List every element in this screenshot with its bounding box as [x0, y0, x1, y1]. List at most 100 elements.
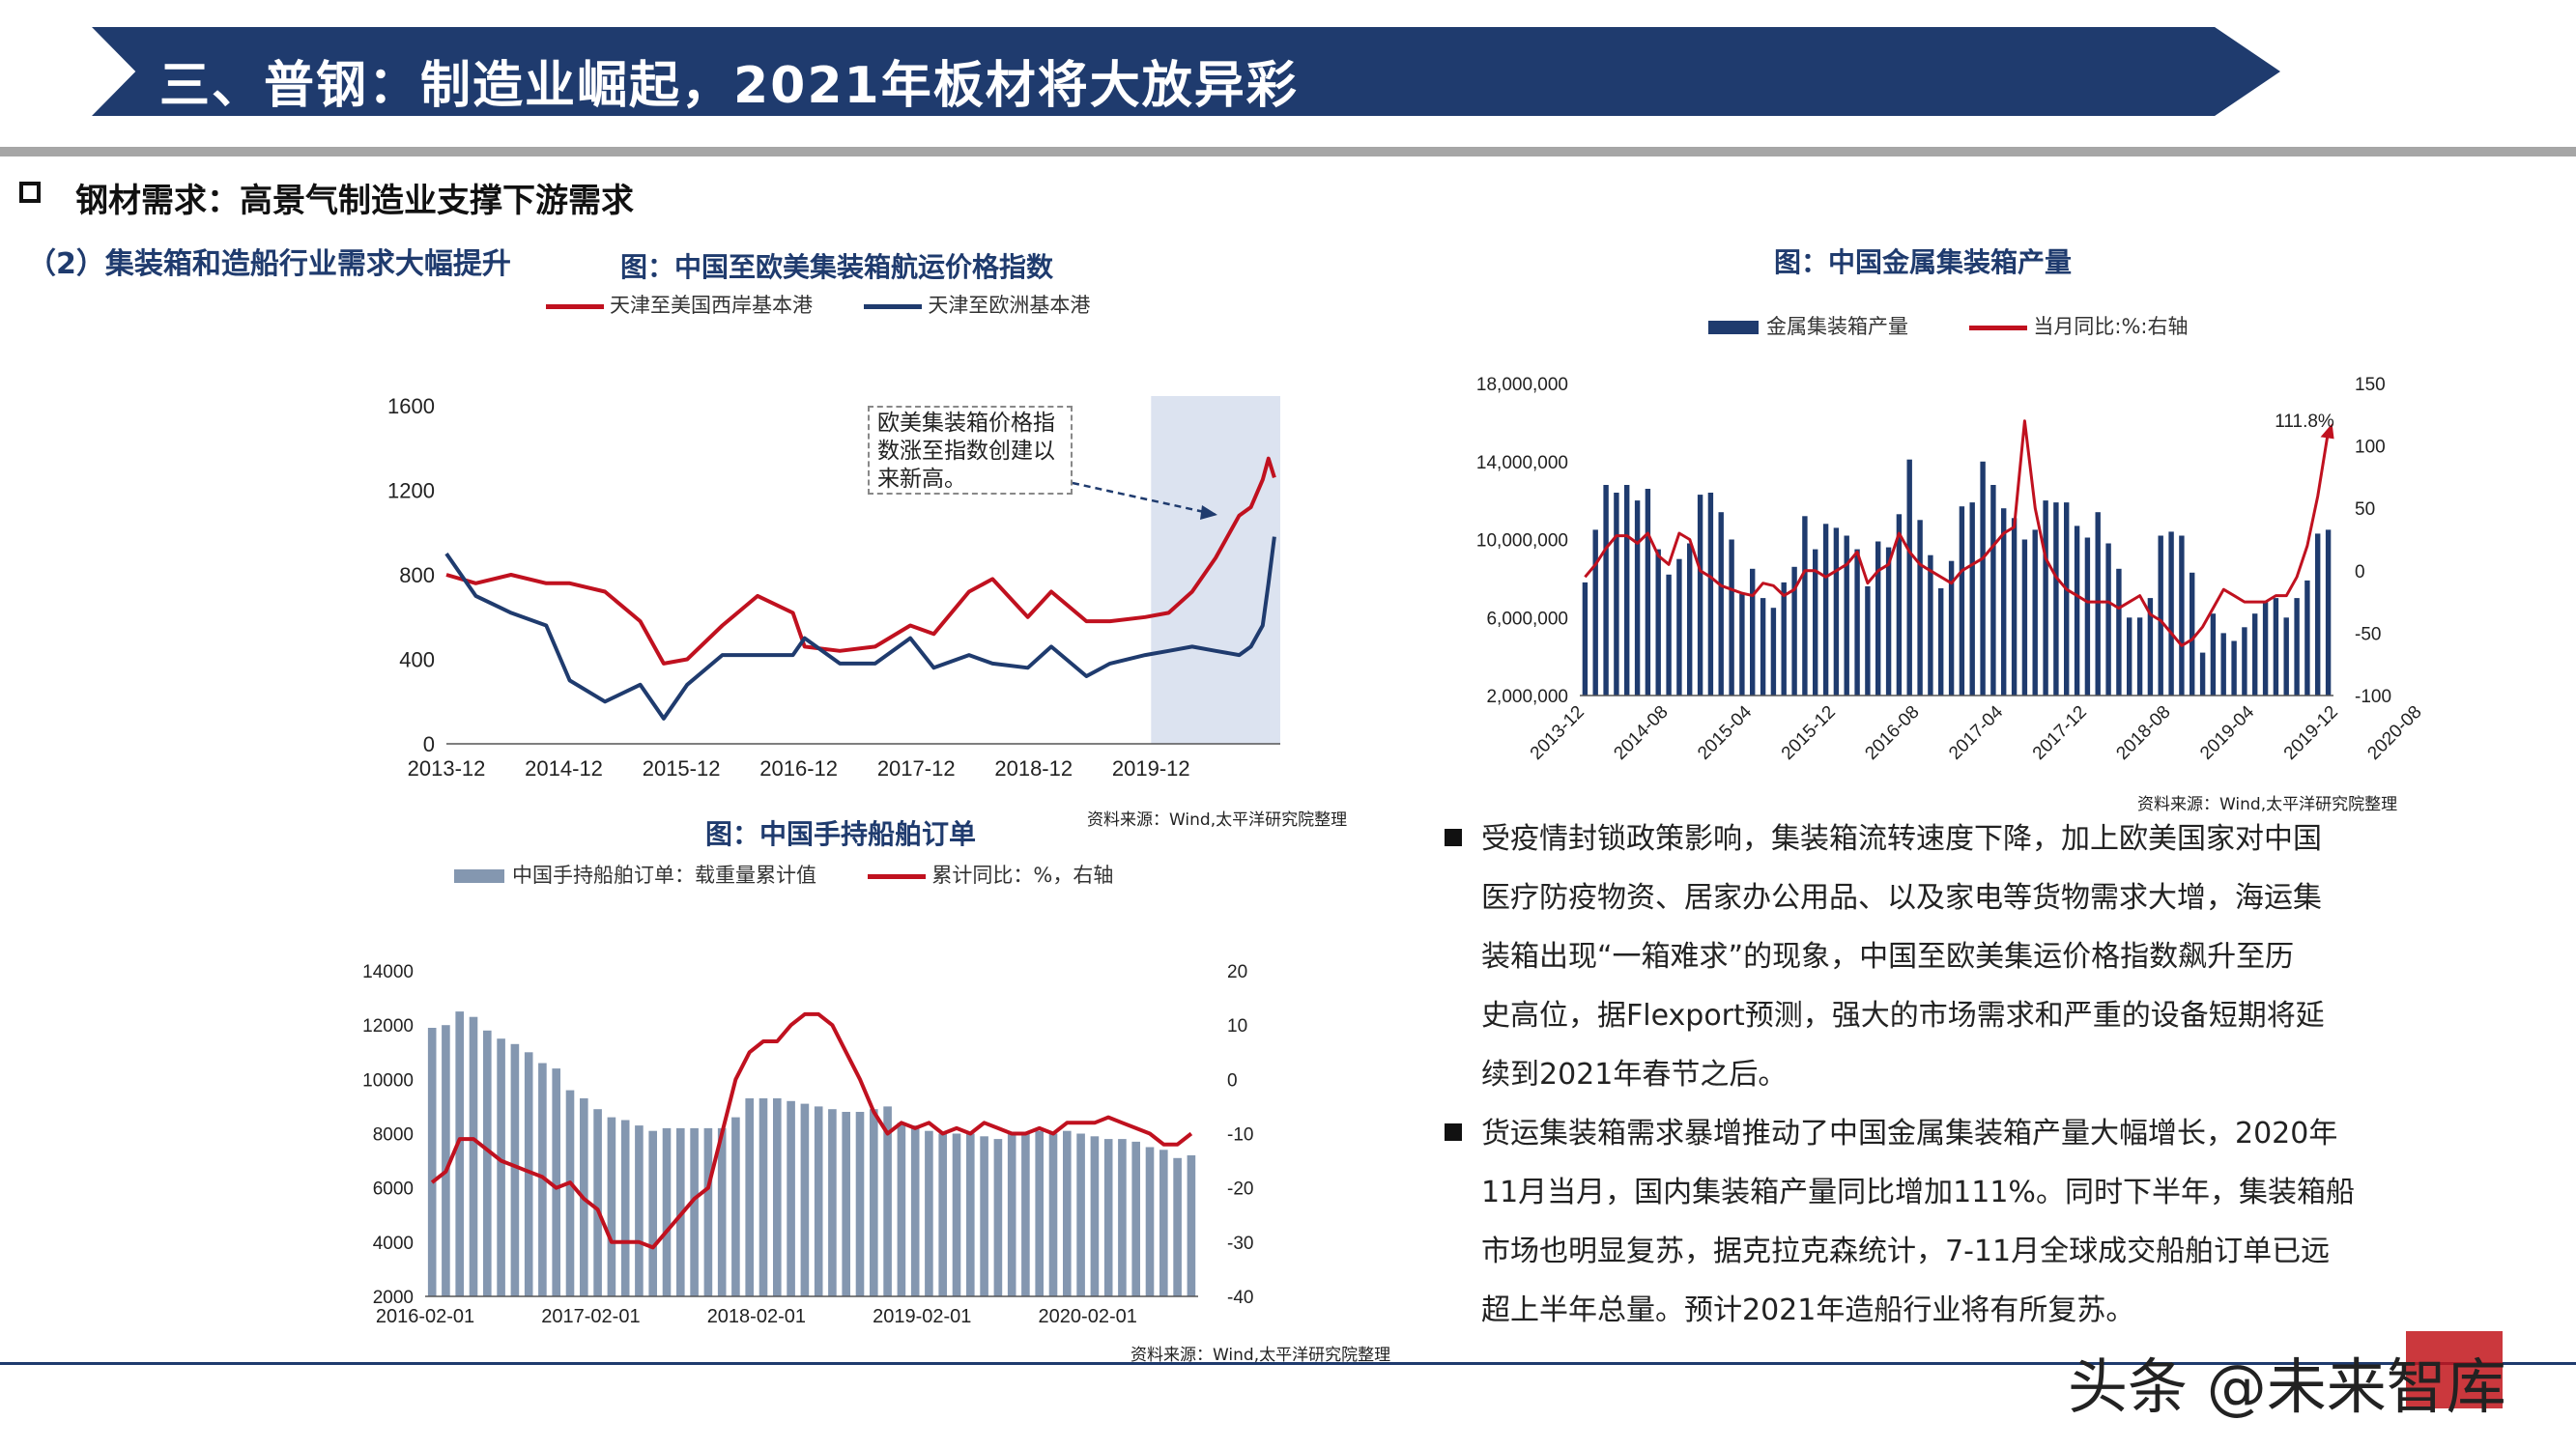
bar [1603, 485, 1609, 696]
legend-label: 天津至美国西岸基本港 [610, 294, 813, 317]
x-tick-label: 2020-02-01 [1039, 1306, 1137, 1327]
bar [745, 1098, 754, 1296]
bar [2043, 500, 2048, 696]
y-tick-label: 1200 [387, 479, 435, 503]
bar [483, 1030, 492, 1296]
bar [1159, 1150, 1168, 1296]
bar [1676, 558, 1682, 696]
chart1-legend: 天津至美国西岸基本港 天津至欧洲基本港 [546, 290, 1090, 319]
bar [1980, 461, 1986, 696]
bar [2074, 526, 2080, 696]
footer-divider [0, 1362, 2576, 1365]
bar [1624, 485, 1630, 696]
bar [773, 1098, 782, 1296]
x-tick-label: 2014-12 [525, 756, 603, 781]
y-tick-label: 12000 [362, 1016, 414, 1037]
bar [2127, 617, 2132, 696]
legend-swatch-blue [864, 303, 923, 309]
chart1-source: 资料来源：Wind,太平洋研究院整理 [1087, 810, 1348, 830]
bar [1687, 543, 1693, 696]
bar [925, 1130, 933, 1296]
section-subtitle: （2）集装箱和造船行业需求大幅提升 [27, 247, 511, 281]
page-title: 三、普钢：制造业崛起，2021年板材将大放异彩 [159, 57, 1299, 115]
bar [2304, 580, 2310, 696]
bar [1614, 493, 1619, 696]
bullet-paragraph-1: 受疫情封锁政策影响，集装箱流转速度下降，加上欧美国家对中国 医疗防疫物资、居家办… [1445, 810, 2325, 1104]
bar [1781, 582, 1787, 696]
x-tick-label: 2020-08 [2363, 702, 2425, 764]
bar [2021, 539, 2028, 696]
bar [442, 1025, 450, 1296]
y2-tick-label: -40 [1227, 1288, 1253, 1308]
bar [2325, 529, 2332, 696]
section-title: 钢材需求：高景气制造业支撑下游需求 [75, 182, 634, 220]
series-arrowhead [2320, 423, 2334, 440]
bar [662, 1127, 672, 1296]
bar [2252, 613, 2258, 696]
legend-label: 累计同比：%，右轴 [931, 864, 1114, 887]
x-tick-label: 2017-04 [1945, 701, 2007, 763]
bar [910, 1125, 920, 1296]
x-tick-label: 2017-02-01 [541, 1306, 640, 1327]
bar [2053, 502, 2059, 696]
bullet-square-icon [1445, 829, 1462, 846]
bar [1760, 598, 1766, 696]
x-tick-label: 2017-12 [2029, 702, 2091, 764]
x-tick-label: 2013-12 [408, 756, 486, 781]
bar [1131, 1141, 1140, 1296]
y2-tick-label: 0 [1227, 1070, 1238, 1091]
annotation-arrow [1072, 481, 1218, 517]
legend-label: 中国手持船舶订单：载重量累计值 [512, 864, 816, 887]
bar [2032, 529, 2038, 696]
bar [497, 1038, 505, 1296]
y2-tick-label: 100 [2355, 438, 2386, 458]
y2-tick-label: 0 [2355, 562, 2365, 582]
series-line [430, 1011, 1193, 1250]
y2-tick-label: -100 [2355, 687, 2391, 707]
bar [966, 1133, 975, 1296]
bar [1090, 1136, 1100, 1296]
bullet-line: 医疗防疫物资、居家办公用品、以及家电等货物需求大增，海运集 [1481, 881, 2322, 915]
y-tick-label: 400 [399, 648, 435, 672]
bar [1917, 520, 1923, 696]
bar [758, 1098, 768, 1296]
bar [1718, 512, 1724, 696]
x-tick-label: 2019-02-01 [873, 1306, 971, 1327]
bar [870, 1109, 878, 1296]
bar [952, 1133, 961, 1296]
series-line [1584, 419, 2331, 647]
bar [1739, 594, 1745, 696]
x-tick-label: 2013-12 [1527, 702, 1589, 764]
y-tick-label: 2000 [373, 1288, 414, 1308]
bullet-line: 史高位，据Flexport预测，强大的市场需求和严重的设备短期将延 [1481, 999, 2325, 1033]
y2-tick-label: 50 [2355, 499, 2375, 520]
bullet-line: 市场也明显复苏，据克拉克森统计，7-11月全球成交船舶订单已远 [1481, 1235, 2331, 1268]
bar [2168, 531, 2174, 696]
y-tick-label: 0 [423, 732, 435, 756]
chart1-annotation: 欧美集装箱价格指数涨至指数创建以来新高。 [868, 406, 1073, 495]
bar [1707, 493, 1714, 696]
bar [2001, 508, 2007, 696]
x-tick-label: 2019-12 [1112, 756, 1190, 781]
x-tick-label: 2015-12 [643, 756, 721, 781]
bar [2158, 535, 2163, 696]
bar [1875, 541, 1881, 696]
bar [1813, 549, 1818, 696]
bar [1697, 495, 1703, 696]
legend-swatch-red [1969, 325, 2028, 330]
y2-tick-label: -50 [2355, 624, 2381, 644]
y2-tick-label: -10 [1227, 1125, 1253, 1146]
bar [2136, 617, 2143, 696]
bar [828, 1109, 837, 1296]
bar [787, 1100, 795, 1296]
bar [800, 1103, 810, 1296]
watermark-text: 头条 @未来智库 [2068, 1351, 2506, 1422]
bar [2262, 602, 2269, 696]
bar [1896, 514, 1903, 696]
bar [1582, 582, 1589, 696]
bar [565, 1090, 575, 1296]
bar [2179, 535, 2185, 696]
bar [1844, 535, 1849, 696]
x-tick-label: 2018-08 [2112, 702, 2174, 764]
bar [607, 1117, 616, 1296]
